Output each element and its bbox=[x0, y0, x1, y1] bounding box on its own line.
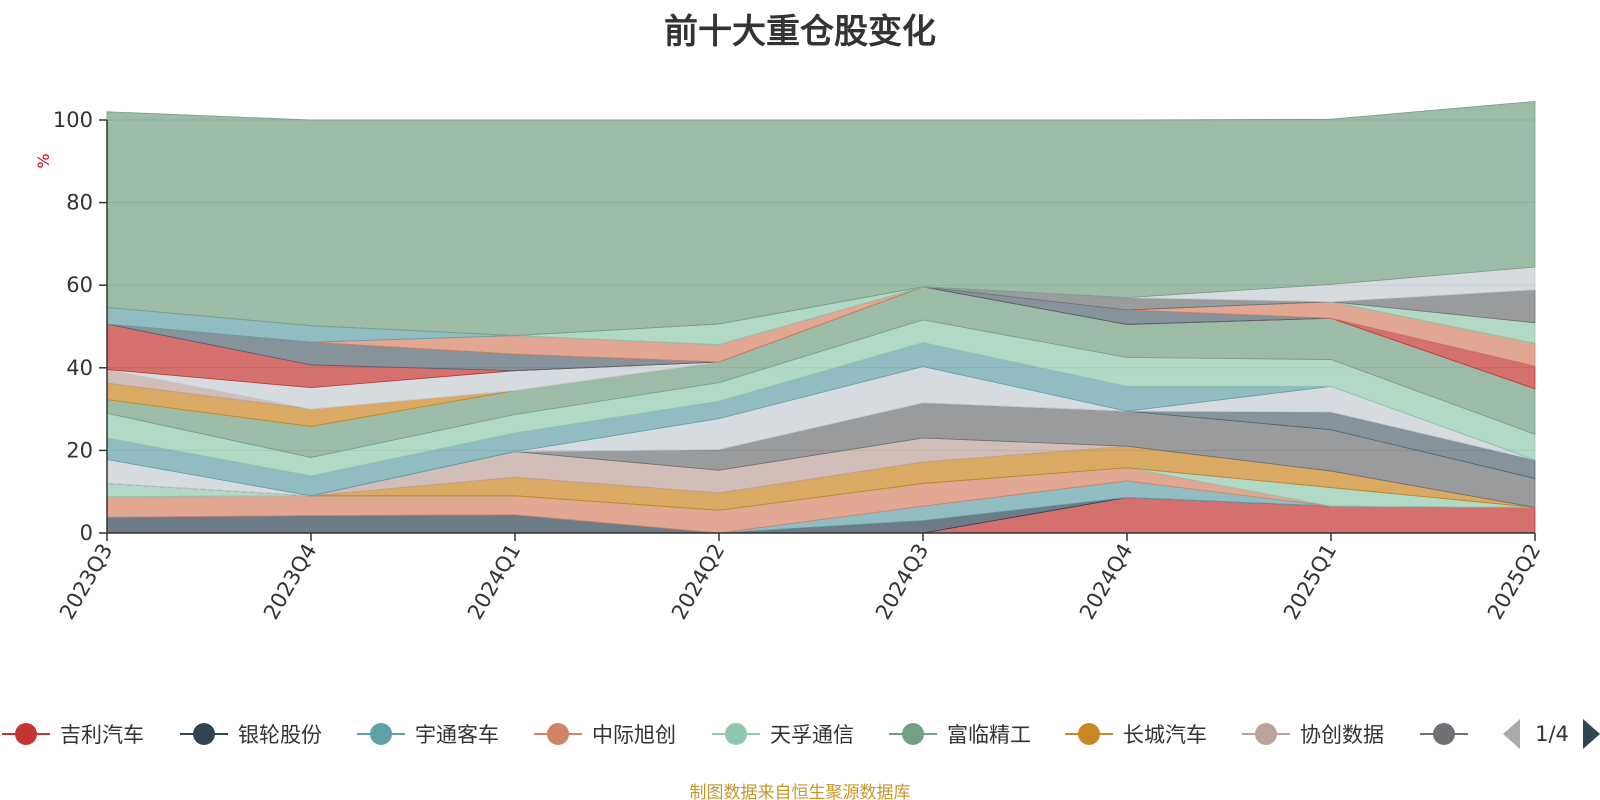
x-tick-label: 2025Q2 bbox=[1483, 540, 1545, 624]
x-tick-label: 2024Q2 bbox=[667, 540, 729, 624]
area-series-25 bbox=[106, 100, 1536, 336]
y-tick-label: 100 bbox=[53, 108, 93, 132]
legend-item[interactable]: 长城汽车 bbox=[1065, 723, 1207, 747]
x-tick-label: 2024Q1 bbox=[463, 540, 525, 624]
y-tick-label: 80 bbox=[66, 191, 93, 215]
legend: 吉利汽车 银轮股份 宇通客车 中际旭创 天孚通信 富临精工 长城汽车 协创数据 1/4 bbox=[2, 719, 1600, 749]
triangle-right-icon[interactable] bbox=[1583, 719, 1600, 749]
source-note: 制图数据来自恒生聚源数据库 bbox=[689, 783, 911, 800]
axes bbox=[99, 119, 1536, 541]
legend-dot-icon bbox=[370, 723, 392, 745]
legend-dot-icon bbox=[1078, 723, 1100, 745]
legend-dot-icon bbox=[902, 723, 924, 745]
x-tick-label: 2025Q1 bbox=[1279, 540, 1341, 624]
y-tick-label: 40 bbox=[66, 356, 93, 380]
triangle-left-icon[interactable] bbox=[1503, 719, 1520, 749]
legend-item[interactable]: 中际旭创 bbox=[534, 723, 676, 747]
legend-item[interactable]: 吉利汽车 bbox=[2, 723, 144, 747]
y-tick-label: 0 bbox=[80, 521, 93, 545]
x-tick-label: 2024Q4 bbox=[1075, 540, 1137, 624]
legend-item[interactable]: 宇通客车 bbox=[357, 723, 499, 747]
x-tick-label: 2023Q4 bbox=[259, 540, 321, 624]
legend-item[interactable] bbox=[1420, 723, 1468, 745]
legend-dot-icon bbox=[1255, 723, 1277, 745]
legend-item[interactable]: 银轮股份 bbox=[180, 723, 322, 747]
legend-dot-icon bbox=[725, 723, 747, 745]
chart-title: 前十大重仓股变化 bbox=[664, 12, 936, 52]
legend-label: 吉利汽车 bbox=[60, 723, 144, 747]
legend-page-indicator: 1/4 bbox=[1535, 722, 1569, 746]
y-tick-label: 60 bbox=[66, 273, 93, 297]
legend-label: 中际旭创 bbox=[592, 723, 676, 747]
legend-dot-icon bbox=[547, 723, 569, 745]
y-tick-labels: 0 20 40 60 80 100 bbox=[53, 108, 93, 545]
legend-label: 长城汽车 bbox=[1123, 723, 1207, 747]
legend-label: 天孚通信 bbox=[770, 723, 854, 747]
legend-dot-icon bbox=[1433, 723, 1455, 745]
legend-label: 富临精工 bbox=[947, 723, 1031, 747]
x-tick-labels: 2023Q3 2023Q4 2024Q1 2024Q2 2024Q3 2024Q4 2025… bbox=[55, 540, 1545, 624]
legend-label: 银轮股份 bbox=[238, 723, 322, 747]
legend-item[interactable]: 富临精工 bbox=[889, 723, 1031, 747]
legend-item[interactable]: 天孚通信 bbox=[712, 723, 854, 747]
legend-label: 宇通客车 bbox=[415, 723, 499, 747]
y-tick-label: 20 bbox=[66, 438, 93, 462]
legend-item[interactable]: 协创数据 bbox=[1242, 723, 1384, 747]
x-tick-label: 2023Q3 bbox=[55, 540, 117, 624]
legend-pager: 1/4 bbox=[1503, 719, 1600, 749]
legend-dot-icon bbox=[193, 723, 215, 745]
legend-label: 协创数据 bbox=[1300, 723, 1384, 747]
legend-dot-icon bbox=[15, 723, 37, 745]
y-axis-label: % bbox=[34, 153, 53, 168]
area-series bbox=[106, 100, 1536, 534]
x-tick-label: 2024Q3 bbox=[871, 540, 933, 624]
